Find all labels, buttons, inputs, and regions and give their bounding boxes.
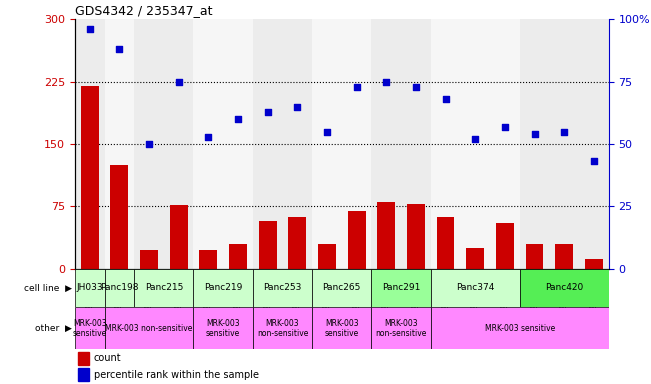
Text: MRK-003 non-sensitive: MRK-003 non-sensitive <box>105 324 193 333</box>
Bar <box>525 244 544 269</box>
Bar <box>555 244 573 269</box>
Point <box>411 84 421 90</box>
Point <box>203 134 214 140</box>
Bar <box>431 307 609 349</box>
Text: percentile rank within the sample: percentile rank within the sample <box>94 370 258 380</box>
Bar <box>312 307 372 349</box>
Bar <box>372 269 431 307</box>
Bar <box>105 307 193 349</box>
Bar <box>105 269 134 307</box>
Bar <box>312 269 372 307</box>
Bar <box>407 204 425 269</box>
Point <box>529 131 540 137</box>
Bar <box>288 217 306 269</box>
Bar <box>437 217 454 269</box>
Bar <box>75 19 105 269</box>
Bar <box>519 19 609 269</box>
Point <box>352 84 362 90</box>
Bar <box>585 259 603 269</box>
Text: other  ▶: other ▶ <box>35 324 72 333</box>
Point <box>262 109 273 115</box>
Bar <box>199 250 217 269</box>
Bar <box>170 205 187 269</box>
Text: cell line  ▶: cell line ▶ <box>23 283 72 293</box>
Point <box>114 46 124 52</box>
Bar <box>253 269 312 307</box>
Text: GDS4342 / 235347_at: GDS4342 / 235347_at <box>75 3 212 17</box>
Bar <box>229 244 247 269</box>
Bar <box>253 307 312 349</box>
Point <box>470 136 480 142</box>
Bar <box>519 269 609 307</box>
Bar <box>431 19 519 269</box>
Bar <box>77 368 89 381</box>
Bar <box>348 210 365 269</box>
Point <box>381 79 391 85</box>
Bar <box>193 269 253 307</box>
Bar <box>431 269 519 307</box>
Text: Panc374: Panc374 <box>456 283 494 293</box>
Text: MRK-003
sensitive: MRK-003 sensitive <box>206 319 240 338</box>
Text: MRK-003
non-sensitive: MRK-003 non-sensitive <box>376 319 427 338</box>
Text: Panc291: Panc291 <box>382 283 421 293</box>
Text: MRK-003
sensitive: MRK-003 sensitive <box>325 319 359 338</box>
Bar <box>372 307 431 349</box>
Text: MRK-003
sensitive: MRK-003 sensitive <box>72 319 107 338</box>
Bar <box>140 250 158 269</box>
Bar <box>258 220 277 269</box>
Bar <box>312 19 372 269</box>
Point <box>589 159 599 165</box>
Text: Panc198: Panc198 <box>100 283 139 293</box>
Bar <box>496 223 514 269</box>
Point <box>322 129 332 135</box>
Bar <box>81 86 98 269</box>
Point <box>85 26 95 32</box>
Text: count: count <box>94 353 121 363</box>
Point <box>144 141 154 147</box>
Text: Panc265: Panc265 <box>323 283 361 293</box>
Point <box>233 116 243 122</box>
Text: JH033: JH033 <box>76 283 103 293</box>
Bar <box>253 19 312 269</box>
Point <box>292 104 303 110</box>
Point <box>173 79 184 85</box>
Text: Panc253: Panc253 <box>263 283 301 293</box>
Bar <box>75 269 105 307</box>
Bar <box>378 202 395 269</box>
Point <box>559 129 570 135</box>
Point <box>440 96 450 102</box>
Bar <box>193 19 253 269</box>
Bar <box>75 307 105 349</box>
Bar <box>134 269 193 307</box>
Bar <box>111 165 128 269</box>
Text: Panc219: Panc219 <box>204 283 242 293</box>
Text: Panc215: Panc215 <box>145 283 183 293</box>
Bar <box>193 307 253 349</box>
Bar <box>466 248 484 269</box>
Bar <box>318 244 336 269</box>
Bar <box>105 19 134 269</box>
Text: MRK-003
non-sensitive: MRK-003 non-sensitive <box>256 319 308 338</box>
Bar <box>134 19 193 269</box>
Bar <box>372 19 431 269</box>
Bar <box>77 352 89 365</box>
Point <box>500 124 510 130</box>
Text: MRK-003 sensitive: MRK-003 sensitive <box>484 324 555 333</box>
Text: Panc420: Panc420 <box>545 283 583 293</box>
